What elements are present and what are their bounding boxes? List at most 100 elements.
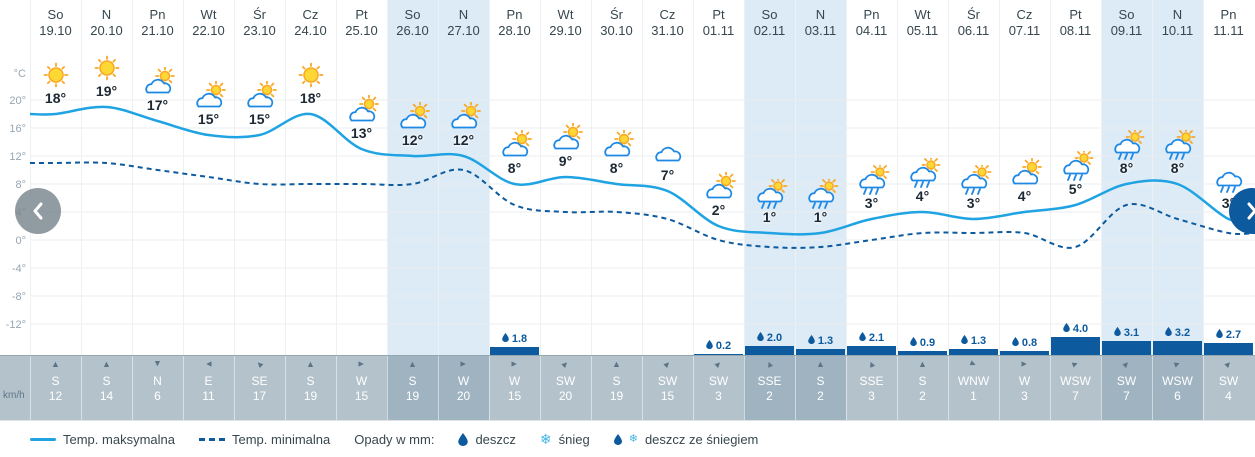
- max-temp-value: 1°: [762, 209, 777, 225]
- wind-strip-cell-bg: [336, 356, 387, 420]
- column-header: Śr 30.10: [591, 7, 642, 39]
- weather-icon-rain-sun: [858, 165, 889, 195]
- wind-strip: [0, 355, 1255, 420]
- y-axis-tick-label: 12°: [9, 151, 26, 163]
- forecast-column[interactable]: Pt 08.11 5° 4.0 ▲ WSW 7: [1050, 0, 1101, 420]
- wind-direction-arrow: ▲: [1221, 357, 1236, 371]
- wind-direction-arrow: ▲: [711, 357, 726, 371]
- legend-item-precip: Opady w mm:: [354, 432, 434, 447]
- forecast-column[interactable]: Cz 31.10 7° ▲ SW 15: [642, 0, 693, 420]
- wind-direction-label: SSE: [757, 374, 782, 388]
- forecast-column[interactable]: Pn 04.11 3° 2.1 ▲ SSE 3: [846, 0, 897, 420]
- precip-value: 4.0: [1046, 323, 1105, 335]
- icon-temp-block: 9°: [540, 123, 591, 170]
- rain-drop-icon: [910, 337, 917, 346]
- wind-direction-arrow: ▲: [816, 359, 825, 369]
- precip-value: 0.8: [995, 337, 1054, 349]
- day-label: Pn: [863, 7, 880, 22]
- forecast-column[interactable]: N 27.10 12° ▲ W 20: [438, 0, 489, 420]
- wind-direction-label: S: [612, 374, 621, 388]
- forecast-column[interactable]: Pt 25.10 13° ▲ W 15: [336, 0, 387, 420]
- wind-direction-arrow: ▲: [153, 359, 162, 369]
- snowflake-icon: ❄: [539, 431, 552, 447]
- max-temp-value: 15°: [248, 111, 271, 127]
- icon-temp-block: 12°: [387, 102, 438, 149]
- precip-value: 0.9: [893, 337, 952, 349]
- prev-button[interactable]: [15, 188, 61, 234]
- day-label: So: [47, 7, 64, 22]
- date-label: 04.11: [855, 23, 888, 38]
- wind-cell: ▲ WNW 1: [948, 355, 999, 420]
- column-header: Cz 31.10: [642, 7, 693, 39]
- weather-icon-partly: [195, 81, 226, 108]
- date-label: 03.11: [804, 23, 837, 38]
- forecast-column[interactable]: Wt 05.11 4° 0.9 ▲ S 2: [897, 0, 948, 420]
- rain-drop-icon: [502, 333, 509, 342]
- wind-cell: ▲ SSE 2: [744, 355, 795, 420]
- forecast-column[interactable]: Śr 30.10 8° ▲ S 19: [591, 0, 642, 420]
- date-label: 21.10: [141, 23, 174, 38]
- wind-strip-cell-bg: [1101, 356, 1152, 420]
- wind-direction-label: W: [508, 374, 521, 388]
- max-temp-value: 8°: [507, 160, 522, 176]
- wind-direction-label: S: [102, 374, 111, 388]
- wind-direction-label: WNW: [957, 374, 990, 388]
- wind-direction-label: SW: [1116, 374, 1137, 388]
- max-temp-value: 3°: [966, 195, 981, 211]
- icon-temp-block: 4°: [999, 158, 1050, 205]
- y-axis-tick-label: -8°: [12, 291, 26, 303]
- forecast-column[interactable]: Cz 07.11 4° 0.8 ▲ W 3: [999, 0, 1050, 420]
- wind-direction-label: SW: [657, 374, 678, 388]
- forecast-column[interactable]: Śr 23.10 15° ▲ SE 17: [234, 0, 285, 420]
- wind-direction-arrow: ▲: [918, 359, 927, 369]
- wind-speed-value: 7: [1072, 389, 1079, 403]
- forecast-column[interactable]: Pn 28.10 8° 1.8 ▲ W 15: [489, 0, 540, 420]
- column-header: Pn 21.10: [132, 7, 183, 39]
- wind-direction-arrow: ▲: [1119, 357, 1134, 371]
- date-label: 20.10: [90, 23, 123, 38]
- day-label: N: [815, 7, 826, 22]
- forecast-column[interactable]: So 26.10 12° ▲ S 19: [387, 0, 438, 420]
- wind-cell: ▲ SW 20: [540, 355, 591, 420]
- rain-drop-icon: [1012, 337, 1019, 346]
- forecast-column[interactable]: Cz 24.10 18° ▲ S 19: [285, 0, 336, 420]
- y-axis-tick-label: 8°: [15, 179, 26, 191]
- forecast-column[interactable]: Pt 01.11 2° 0.2 ▲ SW 3: [693, 0, 744, 420]
- precip-bar: [694, 354, 743, 355]
- wind-speed-value: 6: [1174, 389, 1181, 403]
- icon-temp-block: 19°: [81, 53, 132, 100]
- forecast-column[interactable]: Wt 29.10 9° ▲ SW 20: [540, 0, 591, 420]
- forecast-column[interactable]: So 02.11 1° 2.0 ▲ SSE 2: [744, 0, 795, 420]
- legend-max-label: Temp. maksymalna: [63, 431, 175, 447]
- forecast-column[interactable]: Wt 22.10 15° ▲ E 11: [183, 0, 234, 420]
- rain-drop-icon: [961, 335, 968, 344]
- wind-speed-value: 12: [48, 389, 63, 403]
- wind-cell: ▲ SW 3: [693, 355, 744, 420]
- max-temp-value: 8°: [1170, 160, 1185, 176]
- forecast-column[interactable]: So 09.11 8° 3.1 ▲ SW 7: [1101, 0, 1152, 420]
- forecast-column[interactable]: N 20.10 19° ▲ S 14: [81, 0, 132, 420]
- icon-temp-block: 8°: [489, 130, 540, 177]
- forecast-column[interactable]: N 10.11 8° 3.2 ▲ WSW 6: [1152, 0, 1203, 420]
- weather-icon-partly: [348, 95, 379, 122]
- forecast-column[interactable]: Pn 21.10 17° ▲ N 6: [132, 0, 183, 420]
- legend-snow-label: śnieg: [558, 431, 590, 447]
- wind-strip-cell-bg: [591, 356, 642, 420]
- max-temp-value: 12°: [452, 132, 475, 148]
- precip-value: 0.2: [689, 340, 748, 352]
- wind-cell: ▲ W 3: [999, 355, 1050, 420]
- forecast-column[interactable]: Śr 06.11 3° 1.3 ▲ WNW 1: [948, 0, 999, 420]
- forecast-column[interactable]: So 19.10 18° ▲ S 12: [30, 0, 81, 420]
- wind-direction-arrow: ▲: [252, 357, 267, 371]
- wind-speed-value: 20: [558, 389, 573, 403]
- day-label: Cz: [659, 7, 676, 22]
- rain-drop-icon: [1216, 329, 1223, 338]
- precip-value: 1.8: [485, 333, 544, 345]
- column-header: So 09.11: [1101, 7, 1152, 39]
- precip-bar: [490, 347, 539, 355]
- wind-cell: ▲ S 19: [387, 355, 438, 420]
- y-axis-tick-label: 16°: [9, 123, 26, 135]
- wind-cell: ▲ WSW 6: [1152, 355, 1203, 420]
- max-temp-value: 13°: [350, 125, 373, 141]
- forecast-column[interactable]: N 03.11 1° 1.3 ▲ S 2: [795, 0, 846, 420]
